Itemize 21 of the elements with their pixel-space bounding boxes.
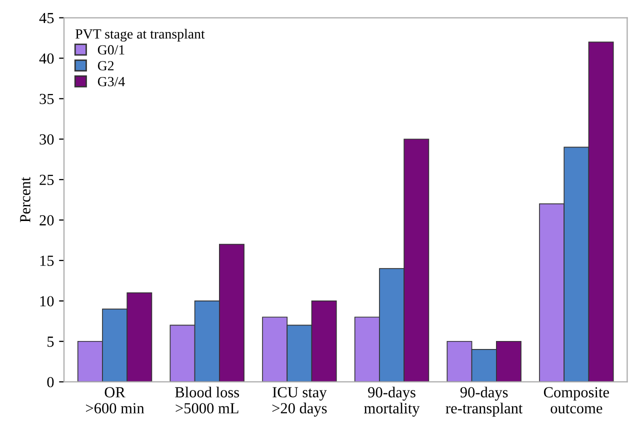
y-tick-label: 0 (47, 376, 54, 388)
y-tick-label: 45 (39, 13, 54, 24)
y-tick-label: 30 (40, 134, 54, 145)
y-axis-title: Percent (20, 176, 30, 222)
legend-title: PVT stage at transplant (76, 28, 205, 42)
legend-label: G2 (98, 61, 114, 70)
x-tick-label: OR >600 min (86, 387, 144, 414)
y-tick-label: 40 (39, 53, 54, 64)
legend-label: G3/4 (98, 76, 125, 86)
x-tick-label: Blood loss >5000 mL (175, 386, 240, 414)
y-tick-label: 35 (40, 94, 54, 104)
y-tick-label: 10 (40, 296, 54, 306)
x-tick-label: 90-days re-transplant (446, 386, 523, 417)
y-tick-label: 5 (48, 336, 54, 347)
y-tick-label: 15 (40, 256, 54, 266)
legend-label: G0/1 (98, 45, 124, 55)
x-tick-label: ICU stay >20 days (272, 387, 327, 417)
y-tick-label: 25 (40, 174, 54, 186)
x-tick-label: 90-days mortality (364, 386, 420, 417)
x-tick-label: Composite outcome (544, 387, 609, 414)
y-tick-label: 20 (40, 215, 54, 226)
